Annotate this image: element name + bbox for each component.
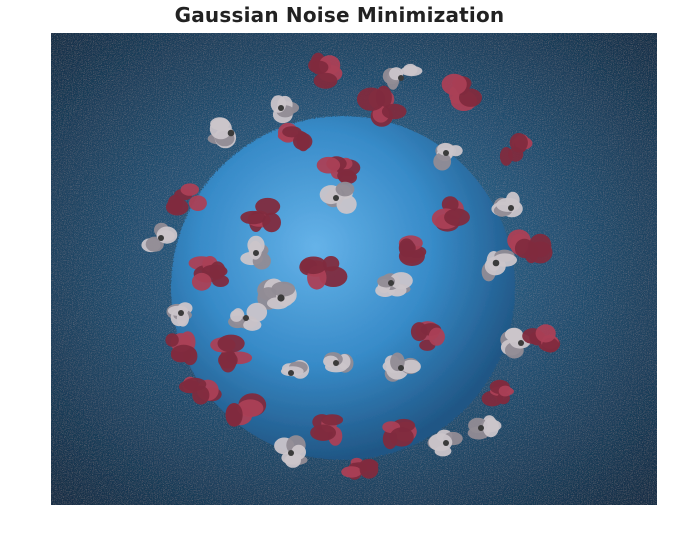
virus-image: [51, 33, 657, 505]
image-panel: [51, 33, 657, 505]
figure-title: Gaussian Noise Minimization: [174, 3, 505, 27]
noise-overlay: [51, 33, 657, 505]
